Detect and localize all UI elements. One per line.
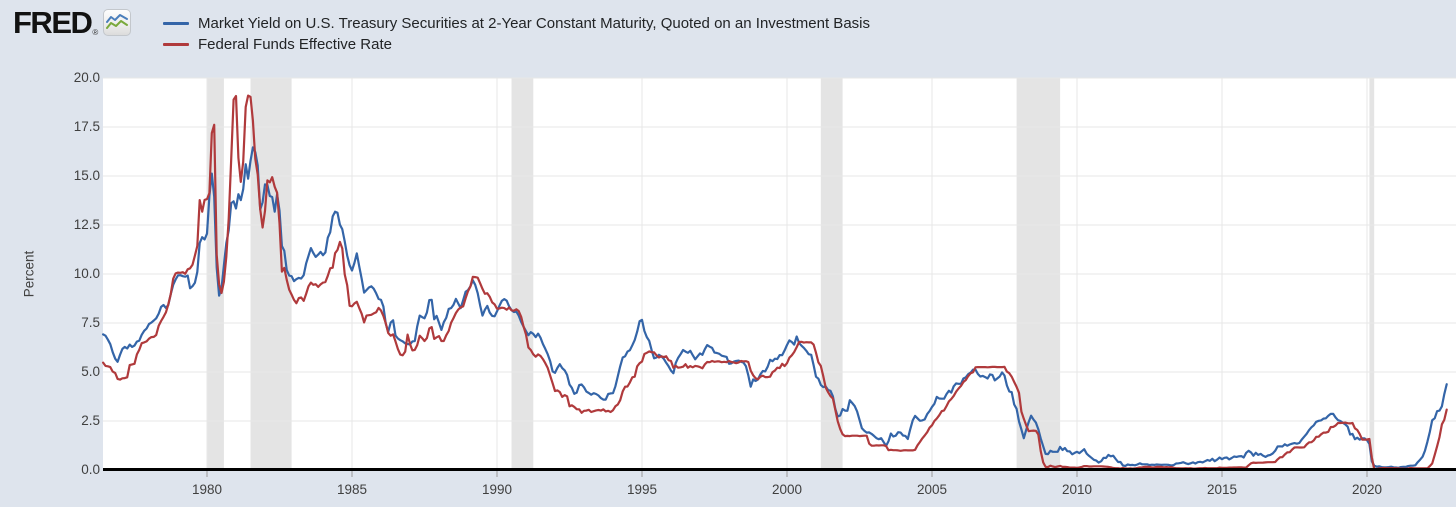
x-tick-label: 1995	[626, 482, 657, 497]
legend-line-swatch-blue	[163, 22, 189, 25]
series-line-fed-funds	[102, 94, 1448, 471]
y-tick-label: 12.5	[73, 217, 100, 232]
y-tick-label: 15.0	[73, 168, 100, 183]
x-tick-label: 2015	[1206, 482, 1237, 497]
x-tick-label: 2020	[1351, 482, 1382, 497]
header: FRED ® Market Yield on U.S. Treasury Secu…	[0, 0, 1456, 70]
x-tick-label: 1980	[191, 482, 222, 497]
y-tick-label: 20.0	[73, 70, 100, 85]
fred-logo[interactable]: FRED ®	[13, 5, 132, 40]
registered-trademark: ®	[92, 28, 99, 37]
y-tick-label: 5.0	[81, 364, 100, 379]
series-line-treasury-2y	[102, 146, 1448, 469]
legend-line-swatch-red	[163, 43, 189, 46]
y-tick-label: 7.5	[81, 315, 100, 330]
x-tick-label: 1985	[336, 482, 367, 497]
fred-logo-text: FRED	[13, 5, 93, 40]
x-tick-label: 2010	[1061, 482, 1092, 497]
x-tick-label: 2000	[771, 482, 802, 497]
y-tick-label: 17.5	[73, 119, 100, 134]
x-axis-line	[103, 468, 1456, 471]
y-axis-title: Percent	[21, 250, 37, 298]
x-tick-label: 2005	[916, 482, 947, 497]
y-tick-label: 0.0	[81, 462, 100, 477]
legend-item-treasury-2y[interactable]: Market Yield on U.S. Treasury Securities…	[163, 13, 870, 34]
legend-label-fed-funds: Federal Funds Effective Rate	[198, 36, 392, 53]
legend-item-fed-funds[interactable]: Federal Funds Effective Rate	[163, 34, 870, 55]
fred-logo-chart-icon	[103, 9, 132, 36]
chart-svg[interactable]	[102, 77, 1456, 480]
y-tick-label: 10.0	[73, 266, 100, 281]
legend: Market Yield on U.S. Treasury Securities…	[163, 13, 870, 55]
x-tick-label: 1990	[481, 482, 512, 497]
y-tick-label: 2.5	[81, 413, 100, 428]
legend-label-treasury-2y: Market Yield on U.S. Treasury Securities…	[198, 15, 870, 32]
